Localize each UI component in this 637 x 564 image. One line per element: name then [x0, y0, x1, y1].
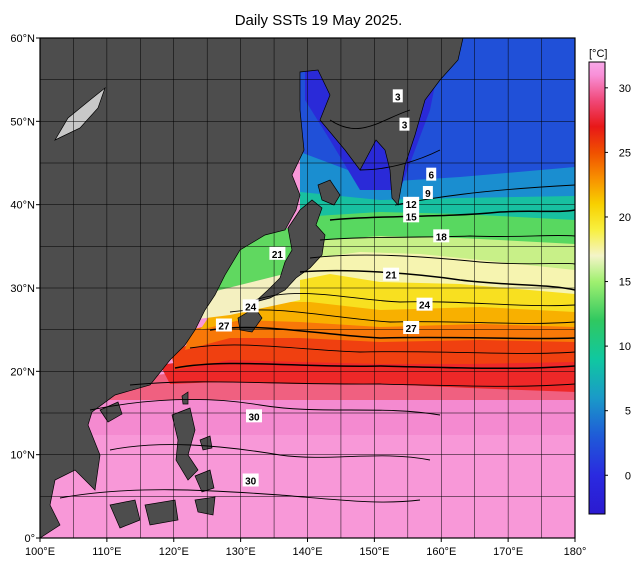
- contour-label-text: 27: [218, 322, 230, 333]
- contour-label-box: [416, 297, 433, 311]
- contour-label-box: [246, 409, 262, 423]
- contour-label-box: [392, 89, 403, 103]
- contour-label-text: 30: [245, 477, 257, 488]
- colorbar-tick-label: 15: [619, 277, 631, 289]
- colorbar-tick-label: 0: [625, 470, 631, 482]
- contour-label-box: [399, 117, 410, 131]
- contour-label-text: 3: [395, 92, 401, 103]
- contour-label-text: 21: [272, 250, 284, 261]
- contour-label-box: [422, 186, 433, 199]
- contour-label-text: 12: [406, 200, 418, 211]
- isotherms: [59, 109, 575, 503]
- lon-tick-label: 120°E: [159, 546, 189, 558]
- contour-label: 24: [416, 297, 433, 312]
- contour-label-box: [403, 196, 420, 210]
- lon-tick-label: 160°E: [426, 546, 456, 558]
- contour-label: 12: [403, 196, 420, 211]
- contour-label-box: [433, 229, 450, 243]
- lat-tick-label: 30°N: [10, 283, 35, 295]
- contour-label: 15: [403, 209, 420, 223]
- longitude-labels: 100°E 110°E 120°E 130°E 140°E 150°E 160°E 170°E…: [25, 538, 586, 558]
- contour-label-text: 30: [248, 412, 260, 423]
- contour-label-text: 24: [419, 301, 431, 312]
- contour-label-box: [242, 299, 259, 313]
- contour-label: 27: [215, 318, 232, 333]
- contour-label: 18: [433, 229, 450, 243]
- contour-label: 9: [422, 186, 433, 200]
- lon-tick-label: 150°E: [359, 546, 389, 558]
- lon-tick-label: 110°E: [92, 546, 121, 558]
- contour-label-text: 9: [425, 189, 431, 200]
- contour-label: 30: [242, 473, 259, 488]
- contour-label: 30: [246, 409, 262, 423]
- colorbar-tick-label: 20: [619, 212, 631, 224]
- contour-label: 21: [269, 246, 286, 261]
- contour-label-text: 3: [402, 121, 408, 132]
- colorbar-ticks: 30 25 20 15 10 5 0: [605, 83, 631, 482]
- contour-label-text: 24: [245, 302, 257, 313]
- lat-tick-label: 0°: [24, 533, 35, 545]
- contour-label: 3: [399, 117, 410, 132]
- lat-tick-label: 60°N: [10, 33, 35, 45]
- contour-label: 6: [426, 167, 437, 182]
- contour-label-text: 18: [436, 232, 448, 243]
- latitude-labels: 60°N 50°N 40°N 30°N 20°N 10°N 0°: [10, 33, 40, 545]
- contour-label-box: [426, 167, 437, 181]
- contour-label-text: 6: [428, 171, 434, 182]
- contour-label-text: 15: [406, 212, 418, 223]
- colorbar-tick-label: 10: [619, 341, 631, 353]
- contour-label-box: [403, 209, 420, 223]
- lon-tick-label: 130°E: [226, 546, 256, 558]
- contour-label-text: 21: [386, 271, 398, 282]
- colorbar-scale: [588, 61, 606, 515]
- contour-label-box: [242, 473, 259, 487]
- lon-tick-label: 170°E: [493, 546, 523, 558]
- contour-label: 3: [392, 89, 403, 103]
- colorbar-tick-label: 25: [619, 147, 631, 159]
- contour-label-box: [215, 318, 232, 332]
- lat-tick-label: 10°N: [10, 450, 35, 462]
- colorbar-unit: [°C]: [589, 48, 607, 60]
- colorbar-tick-label: 30: [619, 83, 631, 95]
- lat-tick-label: 50°N: [10, 116, 35, 128]
- contour-label-box: [269, 246, 286, 260]
- contour-label-text: 27: [406, 324, 418, 335]
- map-title: Daily SSTs 19 May 2025.: [234, 12, 403, 29]
- contour-label-box: [403, 321, 420, 334]
- contour-label-box: [383, 267, 400, 281]
- contour-label: 27: [403, 321, 420, 335]
- contour-label: 24: [242, 299, 259, 313]
- lon-tick-label: 180°: [564, 546, 587, 558]
- contour-label: 21: [383, 267, 400, 282]
- lon-tick-label: 140°E: [292, 546, 322, 558]
- colorbar: [°C] 30 25 20 15 10 5 0: [588, 48, 631, 515]
- lat-tick-label: 20°N: [10, 366, 35, 378]
- lat-tick-label: 40°N: [10, 200, 35, 212]
- colorbar-tick-label: 5: [625, 406, 631, 418]
- lon-tick-label: 100°E: [25, 546, 55, 558]
